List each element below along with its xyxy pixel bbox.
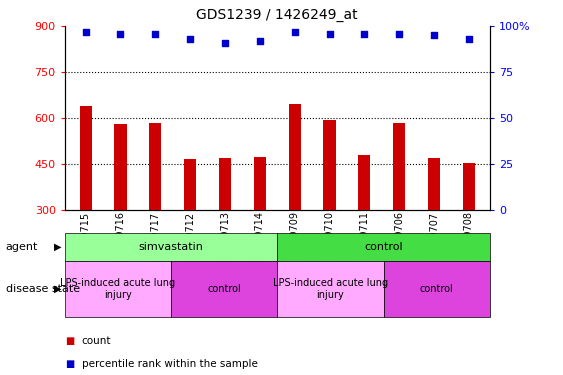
Bar [65,261,171,317]
Point [221,40,230,46]
Text: agent: agent [6,242,38,252]
Text: disease state: disease state [6,284,80,294]
Text: ■: ■ [65,359,74,369]
Bar [79,106,92,210]
Bar [393,123,405,210]
Title: GDS1239 / 1426249_at: GDS1239 / 1426249_at [196,9,358,22]
Text: LPS-induced acute lung
injury: LPS-induced acute lung injury [273,278,388,300]
Text: simvastatin: simvastatin [138,242,203,252]
Bar [323,120,336,210]
Text: ▶: ▶ [55,242,62,252]
Point [290,29,299,35]
Point [151,31,160,37]
Bar [114,124,127,210]
Bar [289,104,301,210]
Text: count: count [82,336,111,346]
Bar [254,158,266,210]
Text: LPS-induced acute lung
injury: LPS-induced acute lung injury [60,278,176,300]
Point [81,29,90,35]
Text: ▶: ▶ [55,284,62,294]
Bar [219,158,231,210]
Point [395,31,404,37]
Point [186,36,195,42]
Bar [65,232,278,261]
Bar [278,232,490,261]
Text: control: control [420,284,454,294]
Bar [149,123,162,210]
Bar [383,261,490,317]
Point [256,38,265,44]
Point [360,31,369,37]
Point [325,31,334,37]
Point [464,36,473,42]
Bar [184,159,196,210]
Bar [171,261,278,317]
Bar [358,156,370,210]
Text: control: control [364,242,403,252]
Text: ■: ■ [65,336,74,346]
Point [116,31,125,37]
Bar [278,261,383,317]
Point [430,33,439,39]
Text: control: control [207,284,241,294]
Bar [428,158,440,210]
Bar [463,162,475,210]
Text: percentile rank within the sample: percentile rank within the sample [82,359,257,369]
